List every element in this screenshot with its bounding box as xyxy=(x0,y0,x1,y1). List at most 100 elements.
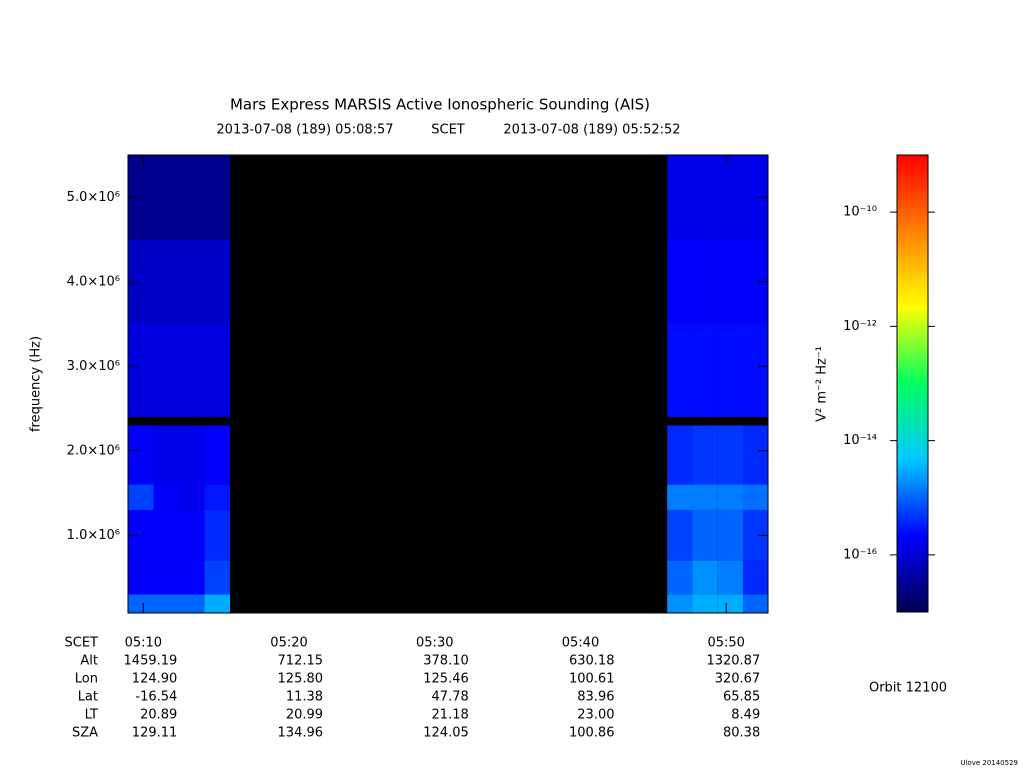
ephemeris-value: -16.54 xyxy=(135,690,177,705)
subtitle-start: 2013-07-08 (189) 05:08:57 xyxy=(216,123,393,138)
spectrogram-cell xyxy=(153,416,180,426)
spectrogram-cell xyxy=(179,594,205,613)
spectrogram-cell xyxy=(179,324,205,417)
ephemeris-value: 378.10 xyxy=(423,654,469,669)
spectrogram-cell xyxy=(742,416,768,426)
spectrogram-cell xyxy=(153,509,180,561)
spectrogram-cell xyxy=(667,155,693,240)
spectrogram-cell xyxy=(667,560,693,595)
x-tick-label: 05:40 xyxy=(562,636,599,651)
spectrogram-cell xyxy=(204,560,231,595)
ephemeris-value: 124.05 xyxy=(423,726,469,741)
orbit-label: Orbit 12100 xyxy=(869,681,947,696)
spectrogram-cell xyxy=(717,484,743,510)
spectrogram-cell xyxy=(179,155,205,240)
spectrogram-cell xyxy=(128,425,154,485)
ephemeris-value: 124.90 xyxy=(132,672,178,687)
spectrogram-cell xyxy=(717,239,743,325)
spectrogram-cell xyxy=(692,509,718,561)
spectrogram-cell xyxy=(667,324,693,417)
spectrogram-cell xyxy=(153,324,180,417)
ephemeris-label: LT xyxy=(85,708,98,723)
ephemeris-value: 80.38 xyxy=(723,726,760,741)
spectrogram-cell xyxy=(128,324,154,417)
ephemeris-value: 129.11 xyxy=(132,726,178,741)
spectrogram-cell xyxy=(692,155,718,240)
subtitle-scet: SCET xyxy=(431,123,465,138)
ephemeris-value: 20.89 xyxy=(140,708,177,723)
colorbar xyxy=(896,154,929,613)
spectrogram-cell xyxy=(667,509,693,561)
ephemeris-label: Alt xyxy=(80,654,98,669)
spectrogram-cell xyxy=(128,560,154,595)
plot-frame xyxy=(127,154,769,614)
spectrogram-cell xyxy=(717,324,743,417)
ephemeris-value: 630.18 xyxy=(569,654,615,669)
spectrogram-cell xyxy=(179,509,205,561)
y-axis-label: frequency (Hz) xyxy=(29,336,44,432)
subtitle-end: 2013-07-08 (189) 05:52:52 xyxy=(503,123,680,138)
spectrogram-cell xyxy=(667,594,693,613)
spectrogram-cell xyxy=(692,239,718,325)
spectrogram-cell xyxy=(742,425,768,485)
credit: Ulove 20140529 xyxy=(960,759,1018,767)
ephemeris-label: Lat xyxy=(78,690,98,705)
spectrogram-cell xyxy=(204,239,231,325)
ephemeris-value: 20.99 xyxy=(286,708,323,723)
spectrogram-cell xyxy=(153,594,180,613)
spectrogram-cell xyxy=(153,425,180,485)
spectrogram-cell xyxy=(692,324,718,417)
spectrogram-cell xyxy=(717,425,743,485)
ephemeris-value: 134.96 xyxy=(278,726,324,741)
ephemeris-value: 100.86 xyxy=(569,726,615,741)
chart-title: Mars Express MARSIS Active Ionospheric S… xyxy=(230,96,650,114)
ephemeris-value: 125.46 xyxy=(423,672,469,687)
spectrogram-cell xyxy=(204,594,231,613)
ephemeris-value: 1320.87 xyxy=(706,654,760,669)
spectrogram-cell xyxy=(153,155,180,240)
ephemeris-label: SZA xyxy=(72,726,98,741)
spectrogram-cell xyxy=(742,560,768,595)
ephemeris-value: 320.67 xyxy=(715,672,761,687)
x-tick-label: 05:50 xyxy=(707,636,744,651)
spectrogram-cell xyxy=(717,155,743,240)
spectrogram-cell xyxy=(667,416,693,426)
ephemeris-value: 23.00 xyxy=(577,708,614,723)
colorbar-tick-label: 10⁻¹⁶ xyxy=(843,547,877,562)
ephemeris-value: 65.85 xyxy=(723,690,760,705)
spectrogram-cell xyxy=(717,509,743,561)
spectrogram-cell xyxy=(742,324,768,417)
spectrogram-cell xyxy=(742,594,768,613)
y-tick-label: 5.0×10⁶ xyxy=(67,190,120,205)
ephemeris-label: Lon xyxy=(75,672,98,687)
ephemeris-time-label: SCET xyxy=(65,636,99,651)
spectrogram-cell xyxy=(179,560,205,595)
x-tick-label: 05:20 xyxy=(270,636,307,651)
spectrogram-cell xyxy=(667,425,693,485)
ephemeris-value: 125.80 xyxy=(278,672,324,687)
spectrogram-cell xyxy=(179,484,205,510)
spectrogram-cell xyxy=(204,324,231,417)
spectrogram-cell xyxy=(179,425,205,485)
spectrogram-cell xyxy=(153,560,180,595)
spectrogram-cell xyxy=(717,560,743,595)
spectrogram-cell xyxy=(204,509,231,561)
y-tick-label: 2.0×10⁶ xyxy=(67,443,120,458)
spectrogram-cell xyxy=(692,484,718,510)
spectrogram-cell xyxy=(742,484,768,510)
ephemeris-value: 47.78 xyxy=(432,690,469,705)
colorbar-tick-label: 10⁻¹² xyxy=(843,319,877,334)
ephemeris-value: 712.15 xyxy=(278,654,324,669)
spectrogram-cell xyxy=(128,594,154,613)
spectrogram-cell xyxy=(667,239,693,325)
ephemeris-value: 11.38 xyxy=(286,690,323,705)
ephemeris-value: 8.49 xyxy=(731,708,760,723)
plot-background xyxy=(128,155,768,613)
y-tick-label: 1.0×10⁶ xyxy=(67,528,120,543)
ephemeris-value: 1459.19 xyxy=(124,654,178,669)
ephemeris-value: 21.18 xyxy=(432,708,469,723)
spectrogram-cell xyxy=(692,560,718,595)
colorbar-tick-label: 10⁻¹⁰ xyxy=(843,205,877,220)
